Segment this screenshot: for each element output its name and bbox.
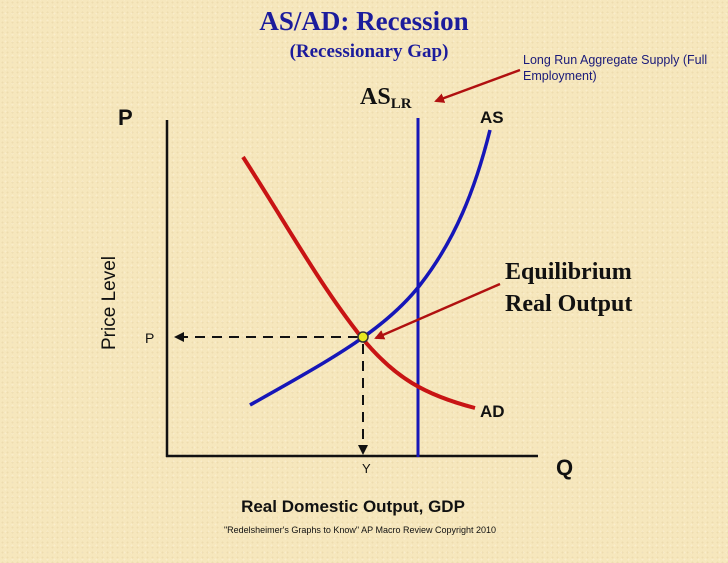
lras-label: ASLR bbox=[360, 84, 412, 113]
copyright-note: "Redelsheimer's Graphs to Know" AP Macro… bbox=[223, 525, 497, 535]
equilibrium-point bbox=[357, 331, 369, 343]
price-tick-label: P bbox=[145, 330, 155, 346]
ad-curve bbox=[241, 155, 476, 410]
lras-label-main: AS bbox=[360, 84, 391, 110]
equilibrium-pointer-arrow bbox=[374, 282, 501, 340]
p-axis-label: P bbox=[118, 105, 133, 130]
x-axis-title: Real Domestic Output, GDP bbox=[241, 497, 465, 516]
as-curve bbox=[249, 129, 492, 407]
output-tick-label: Y bbox=[362, 461, 371, 476]
lras-label-sub: LR bbox=[390, 96, 412, 112]
equilibrium-line-2: Real Output bbox=[505, 291, 633, 317]
lras-pointer-arrow bbox=[434, 68, 521, 103]
diagram-subtitle: (Recessionary Gap) bbox=[289, 41, 449, 62]
diagram-title: AS/AD: Recession bbox=[259, 6, 469, 36]
ad-curve-label: AD bbox=[480, 402, 505, 421]
equilibrium-annotation: Equilibrium Real Output bbox=[505, 256, 632, 320]
as-curve-label: AS bbox=[480, 108, 504, 127]
equilibrium-line-1: Equilibrium bbox=[505, 259, 632, 285]
lras-annotation: Long Run Aggregate Supply (Full Employme… bbox=[523, 53, 708, 83]
q-axis-label: Q bbox=[556, 455, 574, 480]
